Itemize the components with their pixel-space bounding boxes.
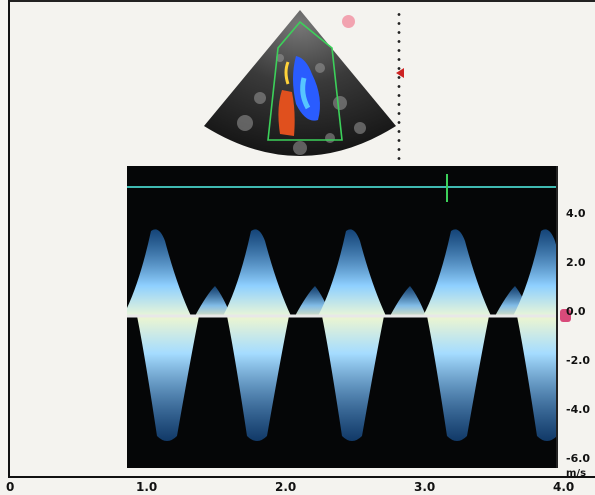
velocity-tick-label: -6.0 xyxy=(566,452,591,465)
time-tick-label: 0 xyxy=(6,480,15,494)
velocity-tick-label: -4.0 xyxy=(566,403,591,416)
reverse-flow-peak xyxy=(227,316,289,441)
frame-top-border xyxy=(8,0,595,2)
reverse-flow-peak xyxy=(322,316,384,441)
forward-flow-peak xyxy=(127,229,191,316)
velocity-tick-label: -2.0 xyxy=(566,354,591,367)
secondary-flow-peak xyxy=(195,286,231,316)
time-tick-label: 2.0 xyxy=(275,480,297,494)
forward-flow-peak xyxy=(513,229,558,316)
depth-scale-dots xyxy=(397,10,401,166)
time-tick-label: 4.0 xyxy=(553,480,575,494)
spectral-doppler-trace xyxy=(127,166,558,468)
frame-left-border xyxy=(8,0,10,478)
flow-yellow xyxy=(284,61,290,85)
velocity-axis-line xyxy=(556,166,558,468)
echo-sector-image xyxy=(204,10,396,156)
reverse-flow-envelope xyxy=(137,316,558,441)
forward-flow-peak xyxy=(223,229,291,316)
velocity-unit-label: m/s xyxy=(566,468,587,479)
velocity-tick-label: 2.0 xyxy=(566,256,586,269)
forward-flow-peak xyxy=(318,229,386,316)
time-tick-label: 1.0 xyxy=(136,480,158,494)
sample-depth-marker xyxy=(396,68,404,78)
reverse-flow-peak xyxy=(137,316,199,441)
color-box xyxy=(267,20,343,141)
velocity-tick-label: 4.0 xyxy=(566,207,586,220)
secondary-flow-peak xyxy=(390,286,426,316)
focus-marker xyxy=(342,15,355,28)
reverse-flow-peak xyxy=(517,316,558,441)
reverse-flow-peak xyxy=(427,316,489,441)
flow-red-region xyxy=(278,90,295,136)
baseline-marker xyxy=(560,309,571,322)
flow-blue-region xyxy=(293,56,320,121)
forward-flow-peak xyxy=(423,229,491,316)
time-tick-label: 3.0 xyxy=(414,480,436,494)
time-axis-line xyxy=(8,476,595,478)
velocity-tick-label: 0.0 xyxy=(566,305,586,318)
forward-flow-envelope xyxy=(127,229,558,316)
flow-aliasing xyxy=(300,77,311,110)
